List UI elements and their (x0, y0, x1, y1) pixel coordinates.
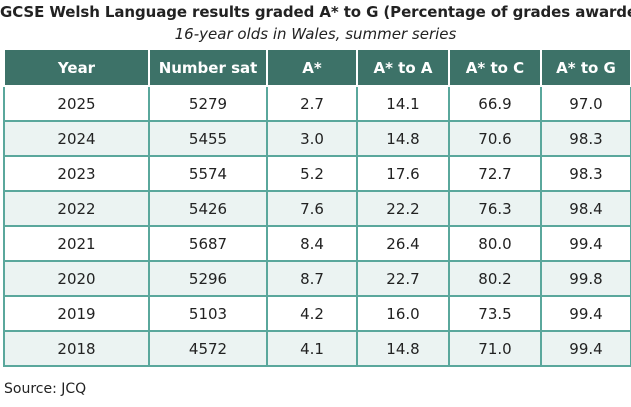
cell-a-star-to-c: 80.0 (448, 225, 542, 262)
header-row: Year Number sat A* A* to A A* to C A* to… (3, 48, 631, 87)
cell-a-star-to-g: 99.4 (540, 330, 631, 367)
table-row: 2025 5279 2.7 14.1 66.9 97.0 (3, 85, 631, 122)
cell-a-star-to-a: 14.8 (356, 120, 450, 157)
cell-a-star-to-g: 99.4 (540, 225, 631, 262)
cell-year: 2018 (3, 330, 150, 367)
table-row: 2018 4572 4.1 14.8 71.0 99.4 (3, 330, 631, 367)
cell-a-star-to-g: 99.8 (540, 260, 631, 297)
results-table: Year Number sat A* A* to A A* to C A* to… (3, 48, 631, 367)
cell-a-star-to-c: 66.9 (448, 85, 542, 122)
cell-a-star: 8.4 (266, 225, 358, 262)
cell-a-star-to-a: 14.8 (356, 330, 450, 367)
cell-a-star-to-a: 22.2 (356, 190, 450, 227)
table-row: 2021 5687 8.4 26.4 80.0 99.4 (3, 225, 631, 262)
cell-a-star-to-g: 98.4 (540, 190, 631, 227)
cell-number-sat: 5574 (148, 155, 268, 192)
cell-a-star: 5.2 (266, 155, 358, 192)
cell-number-sat: 4572 (148, 330, 268, 367)
header-a-star-to-g: A* to G (540, 48, 631, 87)
table-row: 2023 5574 5.2 17.6 72.7 98.3 (3, 155, 631, 192)
header-a-star: A* (266, 48, 358, 87)
cell-a-star-to-a: 22.7 (356, 260, 450, 297)
cell-a-star-to-a: 14.1 (356, 85, 450, 122)
cell-a-star-to-a: 26.4 (356, 225, 450, 262)
cell-year: 2019 (3, 295, 150, 332)
cell-a-star-to-g: 98.3 (540, 155, 631, 192)
table-subtitle: 16-year olds in Wales, summer series (174, 25, 457, 43)
cell-a-star-to-c: 72.7 (448, 155, 542, 192)
table-row: 2020 5296 8.7 22.7 80.2 99.8 (3, 260, 631, 297)
cell-a-star: 8.7 (266, 260, 358, 297)
table-row: 2019 5103 4.2 16.0 73.5 99.4 (3, 295, 631, 332)
header-number-sat: Number sat (148, 48, 268, 87)
header-a-star-to-c: A* to C (448, 48, 542, 87)
cell-a-star-to-c: 76.3 (448, 190, 542, 227)
cell-year: 2023 (3, 155, 150, 192)
table-row: 2022 5426 7.6 22.2 76.3 98.4 (3, 190, 631, 227)
header-a-star-to-a: A* to A (356, 48, 450, 87)
cell-a-star-to-c: 73.5 (448, 295, 542, 332)
cell-a-star-to-c: 70.6 (448, 120, 542, 157)
cell-year: 2021 (3, 225, 150, 262)
cell-a-star: 4.2 (266, 295, 358, 332)
cell-number-sat: 5455 (148, 120, 268, 157)
table-title: GCSE Welsh Language results graded A* to… (0, 3, 631, 21)
table-row: 2024 5455 3.0 14.8 70.6 98.3 (3, 120, 631, 157)
cell-number-sat: 5426 (148, 190, 268, 227)
header-year: Year (3, 48, 150, 87)
cell-number-sat: 5103 (148, 295, 268, 332)
cell-year: 2022 (3, 190, 150, 227)
cell-a-star-to-c: 80.2 (448, 260, 542, 297)
cell-number-sat: 5296 (148, 260, 268, 297)
cell-a-star: 4.1 (266, 330, 358, 367)
source-note: Source: JCQ (4, 381, 87, 397)
cell-a-star-to-g: 98.3 (540, 120, 631, 157)
cell-a-star-to-c: 71.0 (448, 330, 542, 367)
cell-year: 2025 (3, 85, 150, 122)
cell-a-star: 2.7 (266, 85, 358, 122)
cell-a-star-to-g: 99.4 (540, 295, 631, 332)
cell-number-sat: 5279 (148, 85, 268, 122)
cell-a-star-to-a: 17.6 (356, 155, 450, 192)
cell-a-star-to-g: 97.0 (540, 85, 631, 122)
cell-year: 2024 (3, 120, 150, 157)
cell-a-star: 7.6 (266, 190, 358, 227)
cell-a-star-to-a: 16.0 (356, 295, 450, 332)
cell-number-sat: 5687 (148, 225, 268, 262)
cell-a-star: 3.0 (266, 120, 358, 157)
cell-year: 2020 (3, 260, 150, 297)
